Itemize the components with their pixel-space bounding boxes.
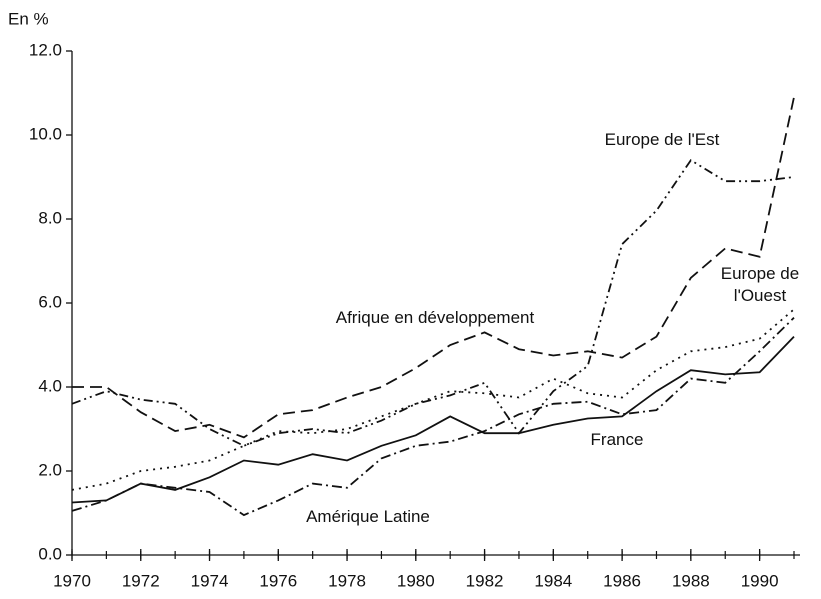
x-tick-label: 1986 [603,571,641,590]
series-line [71,317,795,517]
series-label: France [590,430,644,449]
x-tick-label: 1988 [672,571,710,590]
series-label: Amérique Latine [306,507,430,526]
y-tick-label: 4.0 [38,376,62,395]
series-line [71,308,795,491]
y-axis-label: En % [8,9,49,28]
y-tick-label: 6.0 [38,292,62,311]
x-tick-label: 1970 [53,571,91,590]
y-tick-label: 0.0 [38,544,62,563]
x-tick-label: 1984 [534,571,572,590]
x-tick-label: 1974 [191,571,229,590]
x-tick-label: 1978 [328,571,366,590]
x-tick-label: 1990 [741,571,779,590]
y-tick-label: 8.0 [38,208,62,227]
x-tick-label: 1980 [397,571,435,590]
y-tick-label: 12.0 [29,40,62,59]
series-label: Europe de l'Est [604,130,720,149]
series-line [71,158,795,447]
series-line [72,97,795,439]
series-label: Europe de l'Ouest [720,264,800,305]
x-tick-label: 1982 [466,571,504,590]
x-tick-label: 1976 [259,571,297,590]
series-line [71,335,795,504]
series-label: Afrique en développement [335,308,535,327]
y-tick-label: 10.0 [29,124,62,143]
x-tick-label: 1972 [122,571,160,590]
y-tick-label: 2.0 [38,460,62,479]
